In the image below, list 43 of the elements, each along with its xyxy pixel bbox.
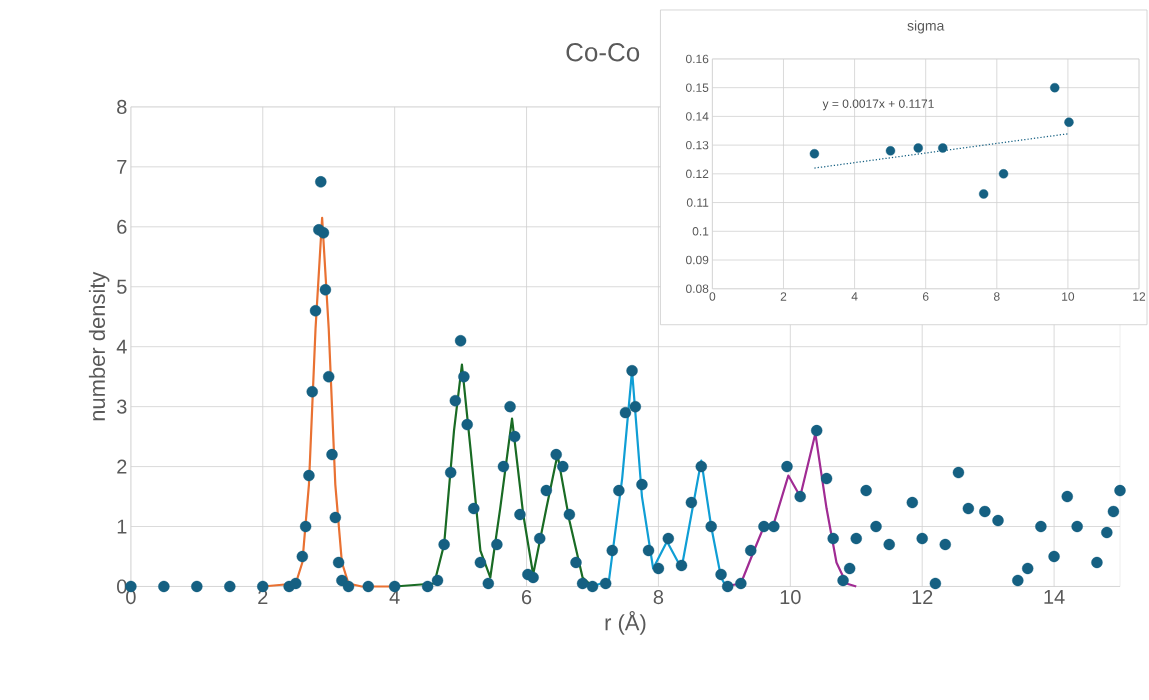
x-tick-label: 8 (653, 589, 664, 604)
x-tick-label: 0 (709, 292, 716, 301)
y-tick-label: 0 (117, 579, 127, 594)
y-tick-label: 3 (117, 399, 127, 414)
annotation: y = 0.0017x + 0.1171 (822, 99, 934, 111)
y-tick-label: 0.16 (685, 54, 709, 63)
y-tick-label: 0.13 (685, 140, 709, 150)
point (913, 143, 923, 153)
y-tick-label: 2 (117, 459, 127, 474)
y-tick-label: 4 (116, 339, 127, 354)
point (1050, 82, 1060, 93)
x-tick-label: 6 (522, 589, 532, 604)
x-tick-label: 12 (1133, 292, 1146, 301)
point (998, 168, 1009, 179)
x-tick-label: 10 (780, 589, 801, 604)
y-tick-label: 0.09 (685, 255, 709, 265)
x-tick-label: 6 (922, 292, 929, 301)
x-tick-label: 8 (993, 292, 1000, 301)
y-tick-label: 8 (117, 99, 127, 114)
point (938, 143, 948, 153)
y-tick-label: 6 (117, 219, 127, 234)
x-tick-label: 14 (1044, 589, 1065, 604)
point (978, 189, 989, 199)
y-tick-label: 0.14 (685, 111, 709, 121)
y-tick-label: 0.08 (685, 284, 709, 293)
y-tick-label: 0.11 (686, 198, 709, 207)
point (809, 148, 820, 159)
point (885, 145, 896, 156)
y-tick-label: 0.12 (685, 169, 709, 178)
y-tick-label: 7 (117, 159, 127, 174)
point (1064, 117, 1074, 127)
x-axis-title: r (Å) (605, 610, 646, 635)
x-tick-label: 4 (851, 292, 858, 301)
y-tick-label: 5 (117, 279, 127, 294)
x-tick-label: 2 (780, 292, 787, 301)
y-tick-label: 0.15 (685, 83, 709, 92)
y-axis-title: number density (88, 271, 110, 421)
chart-title: sigma (907, 20, 945, 34)
x-tick-label: 12 (912, 589, 933, 604)
y-tick-label: 0.1 (692, 226, 709, 236)
x-tick-label: 10 (1062, 292, 1075, 301)
chart-title: Co-Co (566, 42, 640, 62)
y-tick-label: 1 (117, 519, 127, 534)
